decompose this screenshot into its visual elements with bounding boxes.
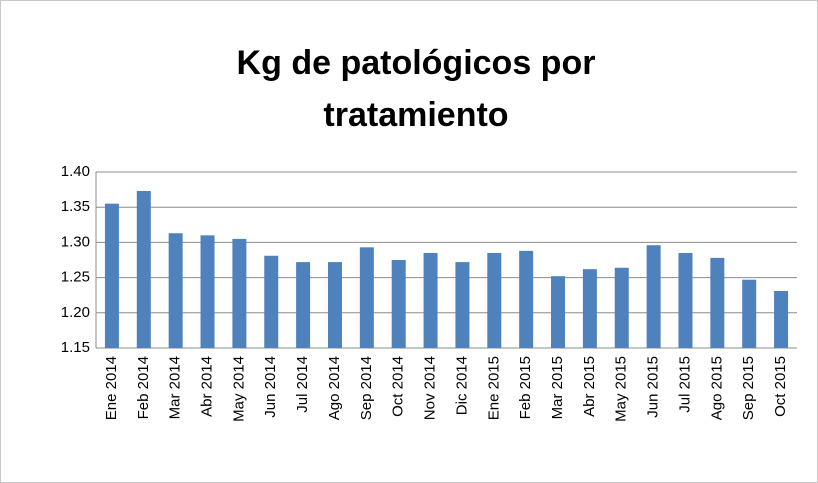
x-tick-label: May 2014: [230, 356, 247, 422]
bar: [774, 290, 789, 348]
bar: [742, 279, 757, 348]
bar: [136, 191, 151, 348]
bar: [391, 260, 406, 348]
y-tick-label: 1.30: [61, 233, 90, 250]
y-tick-label: 1.20: [61, 304, 90, 321]
chart-title: Kg de patológicos por tratamiento: [236, 44, 596, 134]
bar: [168, 233, 183, 348]
x-tick-label: Jul 2015: [676, 356, 693, 413]
bar: [710, 257, 725, 348]
x-tick-label: Ene 2014: [103, 356, 120, 420]
bar: [519, 250, 534, 348]
bar: [678, 252, 693, 348]
y-tick-label: 1.35: [61, 198, 90, 215]
x-tick-label: Sep 2015: [740, 356, 757, 420]
bar: [232, 238, 247, 348]
bar: [200, 235, 215, 348]
x-tick-label: Mar 2015: [549, 356, 566, 419]
bar: [104, 203, 119, 348]
bar: [359, 247, 374, 348]
y-tick-label: 1.25: [61, 269, 90, 286]
x-tick-label: Ago 2015: [708, 356, 725, 420]
x-tick-label: Sep 2014: [358, 356, 375, 420]
x-tick-label: Jun 2014: [262, 356, 279, 418]
x-tick-label: Dic 2014: [453, 356, 470, 415]
bar: [455, 262, 470, 348]
bar: [423, 252, 438, 348]
bar: [327, 262, 342, 348]
x-tick-label: Abr 2015: [581, 356, 598, 417]
bar: [264, 255, 279, 348]
x-tick-label: Oct 2015: [772, 356, 789, 417]
x-tick-label: Ene 2015: [485, 356, 502, 420]
x-tick-label: Jun 2015: [645, 356, 662, 418]
x-tick-label: Feb 2015: [517, 356, 534, 419]
bar: [582, 269, 597, 348]
x-tick-label: Nov 2014: [422, 356, 439, 420]
bar: [614, 267, 629, 348]
bar: [646, 245, 661, 348]
x-tick-label: Feb 2014: [135, 356, 152, 419]
x-tick-label: Ago 2014: [326, 356, 343, 420]
bar: [551, 276, 566, 348]
x-tick-label: Oct 2014: [390, 356, 407, 417]
x-tick-label: Mar 2014: [167, 356, 184, 419]
bar: [296, 262, 311, 348]
y-tick-label: 1.15: [61, 339, 90, 356]
x-tick-label: Abr 2014: [198, 356, 215, 417]
bar: [487, 252, 502, 348]
x-tick-label: Jul 2014: [294, 356, 311, 413]
y-tick-label: 1.40: [61, 163, 90, 180]
x-tick-label: May 2015: [613, 356, 630, 422]
